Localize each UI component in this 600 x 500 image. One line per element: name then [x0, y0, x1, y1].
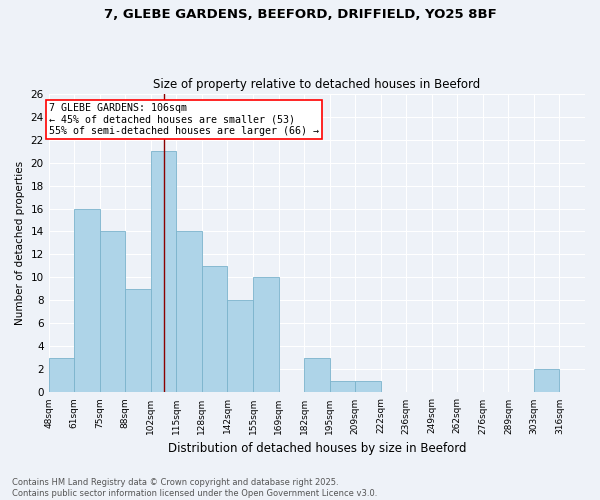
Bar — [125, 289, 151, 393]
Y-axis label: Number of detached properties: Number of detached properties — [15, 161, 25, 325]
Text: 7, GLEBE GARDENS, BEEFORD, DRIFFIELD, YO25 8BF: 7, GLEBE GARDENS, BEEFORD, DRIFFIELD, YO… — [104, 8, 496, 20]
Bar — [304, 358, 329, 392]
Title: Size of property relative to detached houses in Beeford: Size of property relative to detached ho… — [153, 78, 481, 91]
Bar — [74, 208, 100, 392]
Bar — [49, 358, 74, 392]
Bar — [151, 151, 176, 392]
Bar — [253, 278, 278, 392]
Bar — [100, 232, 125, 392]
Bar — [534, 370, 559, 392]
X-axis label: Distribution of detached houses by size in Beeford: Distribution of detached houses by size … — [167, 442, 466, 455]
Bar — [329, 381, 355, 392]
Bar — [227, 300, 253, 392]
Bar — [176, 232, 202, 392]
Bar — [355, 381, 380, 392]
Text: Contains HM Land Registry data © Crown copyright and database right 2025.
Contai: Contains HM Land Registry data © Crown c… — [12, 478, 377, 498]
Bar — [202, 266, 227, 392]
Text: 7 GLEBE GARDENS: 106sqm
← 45% of detached houses are smaller (53)
55% of semi-de: 7 GLEBE GARDENS: 106sqm ← 45% of detache… — [49, 103, 319, 136]
